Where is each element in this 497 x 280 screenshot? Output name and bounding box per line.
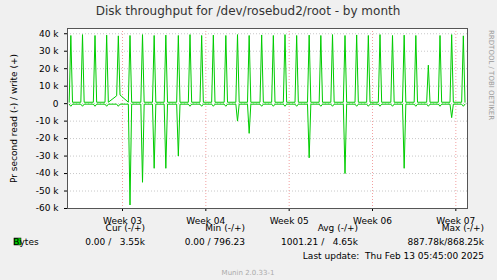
svg-text:-10 k: -10 k: [36, 116, 60, 126]
svg-text:-40 k: -40 k: [36, 168, 60, 178]
svg-text:40 k: 40 k: [39, 29, 59, 39]
svg-text:-50 k: -50 k: [36, 186, 60, 196]
svg-text:0.00 / 3.55k: 0.00 / 3.55k: [85, 237, 146, 247]
svg-text:0.00 / 796.23: 0.00 / 796.23: [185, 237, 245, 247]
svg-text:20 k: 20 k: [39, 64, 59, 74]
svg-text:Cur (-/+): Cur (-/+): [106, 223, 145, 233]
svg-text:1001.21 / 4.65k: 1001.21 / 4.65k: [281, 237, 359, 247]
svg-text:0: 0: [53, 99, 59, 109]
svg-text:Week 07: Week 07: [436, 215, 476, 226]
svg-text:RRDTOOL / TOBI OETIKER: RRDTOOL / TOBI OETIKER: [487, 30, 495, 120]
svg-text:Bytes: Bytes: [13, 237, 39, 247]
svg-text:30 k: 30 k: [39, 46, 59, 56]
svg-text:Week 05: Week 05: [270, 216, 309, 226]
svg-text:Disk throughput for /dev/roseb: Disk throughput for /dev/rosebud2/root -…: [96, 4, 401, 18]
svg-text:Last update: Thu Feb 13 05:45: Last update: Thu Feb 13 05:45:00 2025: [303, 251, 484, 261]
svg-text:10 k: 10 k: [39, 81, 59, 91]
svg-text:Munin 2.0.33-1: Munin 2.0.33-1: [222, 269, 275, 277]
svg-text:Max (-/+): Max (-/+): [442, 223, 484, 233]
svg-text:-20 k: -20 k: [36, 133, 60, 143]
svg-text:Week 03: Week 03: [103, 215, 142, 226]
svg-text:-30 k: -30 k: [36, 151, 60, 161]
svg-text:-60 k: -60 k: [36, 203, 60, 213]
svg-text:Pr second read (-) / write (+): Pr second read (-) / write (+): [9, 54, 19, 183]
svg-text:Week 04: Week 04: [186, 215, 226, 226]
svg-text:Avg (-/+): Avg (-/+): [318, 223, 358, 233]
svg-text:Week 06: Week 06: [353, 216, 392, 226]
svg-text:887.78k/868.25k: 887.78k/868.25k: [408, 237, 485, 247]
svg-text:Min (-/+): Min (-/+): [205, 223, 245, 233]
